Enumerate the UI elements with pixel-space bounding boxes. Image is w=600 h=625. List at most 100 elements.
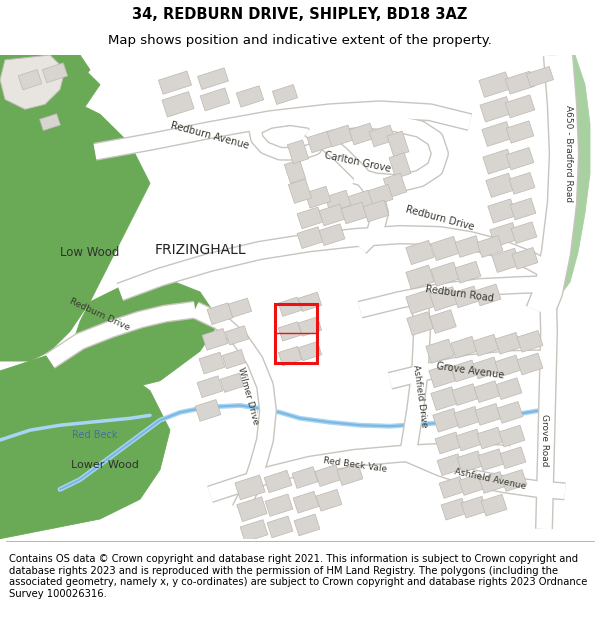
Polygon shape [406, 290, 434, 314]
Polygon shape [441, 498, 467, 520]
Polygon shape [461, 496, 487, 518]
Polygon shape [430, 287, 458, 311]
Text: Carlton Grove: Carlton Grove [324, 150, 392, 174]
Polygon shape [235, 475, 265, 500]
Polygon shape [435, 432, 461, 454]
Polygon shape [284, 159, 305, 183]
Text: Lower Wood: Lower Wood [71, 460, 139, 470]
Polygon shape [475, 284, 501, 306]
Polygon shape [459, 474, 485, 496]
Polygon shape [492, 248, 520, 272]
Polygon shape [451, 336, 477, 358]
Polygon shape [509, 173, 535, 194]
Polygon shape [229, 298, 251, 318]
Polygon shape [433, 409, 459, 432]
Polygon shape [497, 401, 523, 423]
Polygon shape [298, 292, 322, 311]
Polygon shape [506, 148, 534, 170]
Polygon shape [517, 353, 543, 375]
Polygon shape [455, 261, 481, 283]
Text: Redburn Road: Redburn Road [425, 284, 495, 304]
Polygon shape [293, 491, 319, 513]
Polygon shape [341, 202, 367, 224]
Text: 34, REDBURN DRIVE, SHIPLEY, BD18 3AZ: 34, REDBURN DRIVE, SHIPLEY, BD18 3AZ [133, 8, 467, 22]
Polygon shape [499, 425, 525, 447]
Text: Redburn Drive: Redburn Drive [404, 204, 475, 232]
Polygon shape [297, 207, 323, 229]
Text: Contains OS data © Crown copyright and database right 2021. This information is : Contains OS data © Crown copyright and d… [9, 554, 587, 599]
Polygon shape [480, 97, 512, 122]
Polygon shape [482, 122, 512, 146]
Polygon shape [486, 173, 514, 198]
Polygon shape [226, 326, 248, 345]
Polygon shape [319, 224, 345, 246]
Polygon shape [455, 236, 481, 258]
Polygon shape [431, 387, 457, 411]
Text: Grove Avenue: Grove Avenue [436, 361, 505, 381]
Polygon shape [481, 494, 507, 516]
Polygon shape [0, 94, 150, 361]
Polygon shape [363, 200, 389, 222]
Polygon shape [479, 72, 511, 98]
Polygon shape [349, 123, 375, 145]
Polygon shape [505, 71, 535, 94]
Polygon shape [431, 236, 459, 261]
Bar [275, 304, 317, 363]
Polygon shape [237, 497, 267, 521]
Polygon shape [429, 364, 455, 388]
Polygon shape [495, 332, 521, 354]
Polygon shape [473, 357, 499, 379]
Polygon shape [0, 55, 65, 109]
Text: FRIZINGHALL: FRIZINGHALL [154, 244, 246, 258]
Polygon shape [430, 310, 456, 333]
Polygon shape [505, 95, 535, 118]
Polygon shape [162, 92, 194, 117]
Polygon shape [369, 125, 395, 147]
Polygon shape [456, 429, 482, 451]
Polygon shape [347, 190, 373, 212]
Polygon shape [477, 236, 503, 258]
Polygon shape [202, 329, 228, 350]
Polygon shape [510, 198, 536, 220]
Polygon shape [289, 179, 311, 203]
Polygon shape [426, 339, 454, 363]
Polygon shape [0, 55, 40, 94]
Polygon shape [158, 71, 191, 94]
Polygon shape [292, 467, 318, 488]
Polygon shape [40, 114, 61, 131]
Polygon shape [406, 265, 434, 289]
Polygon shape [325, 190, 351, 212]
Text: Red Beck: Red Beck [72, 430, 118, 440]
Polygon shape [197, 376, 223, 398]
Polygon shape [367, 184, 393, 206]
Polygon shape [0, 55, 90, 154]
Text: Ashfield Drive: Ashfield Drive [411, 364, 429, 428]
Polygon shape [512, 248, 538, 269]
Polygon shape [294, 514, 320, 536]
Polygon shape [298, 317, 322, 336]
Text: Grove Road: Grove Road [541, 414, 550, 466]
Polygon shape [265, 494, 293, 516]
Polygon shape [236, 86, 264, 107]
Polygon shape [220, 373, 244, 392]
Polygon shape [474, 381, 500, 402]
Polygon shape [451, 360, 477, 382]
Polygon shape [477, 427, 503, 449]
Polygon shape [195, 399, 221, 421]
Polygon shape [278, 297, 302, 316]
Polygon shape [278, 346, 302, 366]
Polygon shape [223, 349, 245, 369]
Polygon shape [272, 84, 298, 104]
Polygon shape [506, 121, 534, 143]
Polygon shape [511, 222, 537, 244]
Text: Map shows position and indicative extent of the property.: Map shows position and indicative extent… [108, 34, 492, 47]
Polygon shape [479, 472, 505, 493]
Polygon shape [439, 476, 465, 498]
Polygon shape [70, 272, 220, 391]
Text: Red Beck Vale: Red Beck Vale [323, 456, 388, 474]
Polygon shape [407, 312, 433, 336]
Polygon shape [389, 152, 411, 178]
Polygon shape [287, 140, 308, 164]
Polygon shape [483, 149, 513, 174]
Polygon shape [517, 331, 543, 352]
